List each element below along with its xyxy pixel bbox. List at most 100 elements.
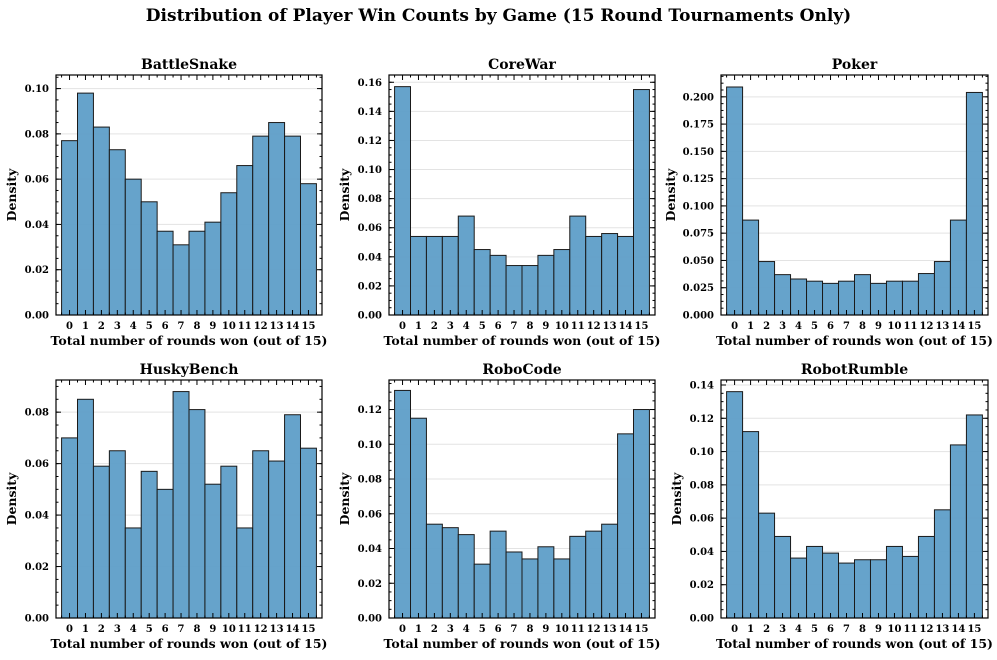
x-tick-label: 7 — [178, 321, 185, 332]
y-tick-label: 0.00 — [690, 614, 714, 625]
x-axis-label: Total number of rounds won (out of 15) — [51, 636, 328, 651]
x-tick-label: 12 — [254, 321, 268, 332]
x-tick-label: 14 — [286, 321, 300, 332]
x-tick-label: 7 — [843, 321, 850, 332]
x-tick-label: 6 — [495, 624, 502, 635]
x-axis-label: Total number of rounds won (out of 15) — [51, 333, 328, 348]
x-tick-label: 0 — [731, 321, 738, 332]
bar-13 — [601, 233, 619, 316]
y-tick-label: 0.10 — [690, 447, 714, 458]
x-tick-label: 3 — [447, 624, 454, 635]
x-tick-label: 15 — [635, 321, 649, 332]
bar-14 — [284, 414, 301, 619]
y-tick-label: 0.04 — [358, 252, 382, 263]
bar-2 — [758, 512, 776, 619]
x-tick-label: 13 — [603, 321, 617, 332]
x-tick-label: 4 — [130, 321, 137, 332]
x-tick-label: 3 — [447, 321, 454, 332]
bar-12 — [585, 235, 603, 316]
bar-15 — [632, 89, 650, 316]
chart-panel-battlesnake: 0.000.020.040.060.080.100 1 2 3 4 5 6 7 8 9 10 11 12… — [4, 57, 327, 348]
bar-0 — [726, 391, 744, 619]
bar-1 — [410, 417, 427, 619]
x-tick-label: 6 — [162, 624, 169, 635]
y-tick-label: 0.02 — [690, 580, 714, 591]
bar-5 — [140, 201, 158, 316]
x-tick-label: 5 — [811, 624, 818, 635]
bar-12 — [917, 273, 935, 316]
x-tick-label: 10 — [555, 624, 569, 635]
y-tick-label: 0.175 — [683, 120, 714, 131]
x-tick-label: 1 — [415, 321, 422, 332]
bar-0 — [726, 86, 744, 316]
x-tick-label: 8 — [859, 321, 866, 332]
x-tick-label: 7 — [511, 321, 518, 332]
x-tick-label: 2 — [98, 624, 105, 635]
bar-5 — [473, 563, 491, 619]
bar-3 — [774, 274, 792, 316]
y-tick-label: 0.00 — [358, 614, 382, 625]
chart-panel-poker: 0.000 0.025 0.050 0.075 0.100 0.125 0.150 0.175… — [663, 57, 993, 348]
bar-10 — [553, 558, 571, 619]
y-tick-label: 0.150 — [683, 147, 714, 158]
chart-title: Poker — [832, 57, 878, 73]
y-tick-label: 0.00 — [25, 311, 49, 322]
y-axis-label: Density — [669, 472, 684, 525]
bar-3 — [108, 450, 126, 619]
bar-2 — [425, 235, 443, 316]
y-tick-label: 0.04 — [25, 220, 49, 231]
y-tick-label: 0.00 — [25, 614, 49, 625]
bar-2 — [758, 261, 776, 316]
bar-5 — [140, 470, 158, 619]
chart-title: RobotRumble — [801, 362, 908, 378]
bar-4 — [790, 557, 808, 619]
x-tick-label: 9 — [875, 321, 882, 332]
x-tick-label: 7 — [843, 624, 850, 635]
bar-5 — [806, 280, 824, 316]
x-tick-label: 6 — [162, 321, 169, 332]
bar-2 — [92, 126, 110, 316]
x-tick-label: 6 — [495, 321, 502, 332]
x-tick-label: 10 — [222, 624, 236, 635]
x-tick-label: 12 — [254, 624, 268, 635]
x-tick-label: 11 — [903, 624, 917, 635]
bar-6 — [156, 488, 174, 619]
bar-13 — [268, 122, 286, 316]
bar-9 — [537, 546, 555, 619]
x-tick-label: 7 — [178, 624, 185, 635]
bar-11 — [901, 555, 919, 619]
x-tick-label: 12 — [587, 321, 601, 332]
y-tick-label: 0.10 — [358, 440, 382, 451]
y-tick-label: 0.14 — [690, 380, 714, 391]
bar-9 — [204, 483, 222, 619]
y-tick-label: 0.075 — [683, 229, 714, 240]
x-tick-label: 2 — [763, 624, 770, 635]
bar-3 — [774, 535, 792, 619]
bar-1 — [742, 431, 760, 619]
x-tick-label: 8 — [526, 624, 533, 635]
x-tick-label: 8 — [859, 624, 866, 635]
bar-12 — [917, 535, 935, 619]
bar-12 — [252, 135, 270, 316]
y-tick-label: 0.02 — [25, 562, 49, 573]
y-tick-label: 0.06 — [25, 175, 49, 186]
x-tick-label: 0 — [66, 624, 73, 635]
x-tick-label: 1 — [415, 624, 422, 635]
bar-14 — [617, 433, 634, 619]
bar-7 — [505, 265, 523, 316]
y-axis-label: Density — [4, 472, 19, 525]
bar-15 — [299, 447, 317, 619]
y-tick-label: 0.14 — [358, 107, 382, 118]
x-tick-label: 0 — [399, 321, 406, 332]
x-tick-label: 11 — [238, 321, 252, 332]
bar-6 — [156, 230, 174, 316]
x-tick-label: 3 — [779, 624, 786, 635]
bar-3 — [441, 235, 459, 316]
x-tick-label: 11 — [903, 321, 917, 332]
bar-14 — [949, 444, 967, 619]
chart-title: BattleSnake — [141, 57, 237, 73]
y-axis-label: Density — [337, 472, 352, 525]
x-tick-label: 0 — [731, 624, 738, 635]
bar-7 — [838, 562, 855, 619]
